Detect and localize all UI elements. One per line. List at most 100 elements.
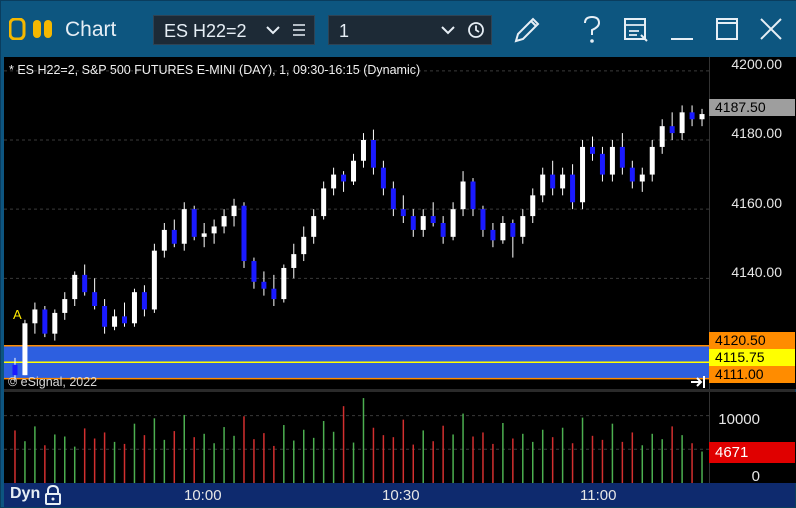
symbol-selector[interactable]: ES H22=2 (153, 15, 315, 45)
candle-body (112, 316, 118, 327)
candle-body (360, 140, 366, 161)
candle-body (689, 112, 695, 120)
candle-body (430, 216, 436, 223)
candle-body (151, 250, 157, 310)
volume-chart[interactable] (4, 392, 709, 483)
candle-body (171, 229, 177, 244)
candle-body (102, 306, 108, 327)
candle-body (211, 226, 217, 234)
candle-body (52, 312, 58, 334)
candle-body (450, 209, 456, 237)
candle-body (500, 223, 506, 241)
candle-body (589, 146, 595, 154)
candle-body (32, 309, 38, 324)
chevron-down-icon[interactable] (266, 25, 280, 35)
candle-body (649, 146, 655, 175)
candle-body (370, 140, 376, 168)
candle-body (82, 274, 88, 293)
candle-body (510, 223, 516, 237)
candle-body (420, 216, 426, 230)
candle-body (311, 216, 317, 237)
candle-body (261, 281, 267, 289)
maximize-icon[interactable] (716, 18, 738, 40)
candle-body (301, 236, 307, 255)
candle-body (609, 146, 615, 175)
candle-body (699, 114, 705, 120)
symbol-value: ES H22=2 (164, 21, 247, 41)
candle-body (291, 254, 297, 268)
time-label: 11:00 (580, 487, 617, 504)
candle-body (161, 229, 167, 251)
candle-body (480, 209, 486, 230)
candle-body (440, 223, 446, 237)
candle-body (629, 167, 635, 182)
candle-body (400, 209, 406, 217)
candle-body (580, 146, 586, 203)
lock-icon[interactable] (44, 485, 62, 505)
price-chart[interactable] (4, 57, 709, 389)
candle-body (530, 195, 536, 217)
chevron-down-icon[interactable] (441, 25, 455, 35)
alert-label: A (13, 307, 22, 322)
esignal-logo-icon (9, 18, 52, 40)
copyright-text: © eSignal, 2022 (8, 375, 98, 389)
candle-body (201, 233, 207, 237)
chart-info: * ES H22=2, S&P 500 FUTURES E-MINI (DAY)… (9, 63, 421, 77)
title-bar: Chart ES H22=2 1 (1, 1, 796, 57)
candle-body (72, 274, 78, 300)
close-icon[interactable] (760, 18, 782, 40)
candle-body (460, 181, 466, 210)
candle-body (669, 126, 675, 134)
pane-separator[interactable] (4, 389, 795, 392)
volume-axis[interactable]: 10000 0 (709, 392, 796, 485)
candle-body (231, 205, 237, 217)
candle-body (241, 205, 247, 262)
price-chart-svg[interactable] (4, 57, 709, 389)
help-icon[interactable] (581, 15, 603, 45)
minimize-icon[interactable] (671, 37, 693, 41)
candle-body (271, 288, 277, 300)
candle-body (540, 174, 546, 196)
candle-body (181, 209, 187, 244)
window-title: Chart (65, 18, 117, 41)
volume-chart-svg[interactable] (4, 392, 709, 483)
candle-body (12, 364, 18, 376)
price-label: 4140.00 (731, 264, 782, 280)
candle-body (390, 188, 396, 210)
candle-body (331, 174, 337, 189)
candle-body (191, 209, 197, 237)
middle-band-tag: 4115.75 (709, 349, 795, 366)
candle-body (42, 309, 48, 334)
candle-body (520, 216, 526, 237)
candle-body (251, 261, 257, 282)
price-label: 4200.00 (731, 56, 782, 72)
layout-icon[interactable] (623, 17, 649, 43)
candle-body (470, 181, 476, 210)
candle-body (22, 323, 28, 376)
scroll-to-end-icon[interactable] (689, 375, 707, 389)
candle-body (570, 174, 576, 203)
candle-body (550, 174, 556, 189)
candle-body (380, 167, 386, 189)
candle-body (659, 126, 665, 147)
pencil-icon[interactable] (511, 14, 543, 46)
candle-body (122, 316, 128, 324)
candle-body (62, 299, 68, 313)
candle-body (92, 292, 98, 306)
price-label: 4160.00 (731, 195, 782, 211)
candle-body (281, 267, 287, 300)
dynamic-status[interactable]: Dyn (10, 485, 41, 502)
volume-tag: 4671 (709, 442, 795, 463)
candle-body (560, 174, 566, 189)
list-icon[interactable] (292, 24, 306, 36)
candle-body (639, 174, 645, 182)
candle-body (599, 153, 605, 175)
interval-value: 1 (339, 21, 350, 41)
time-axis[interactable]: Dyn 10:00 10:30 11:00 (4, 483, 795, 507)
interval-selector[interactable]: 1 (328, 15, 492, 45)
clock-icon[interactable] (467, 21, 485, 39)
candle-body (351, 160, 357, 182)
volume-label: 10000 (718, 411, 760, 428)
candle-body (341, 174, 347, 182)
